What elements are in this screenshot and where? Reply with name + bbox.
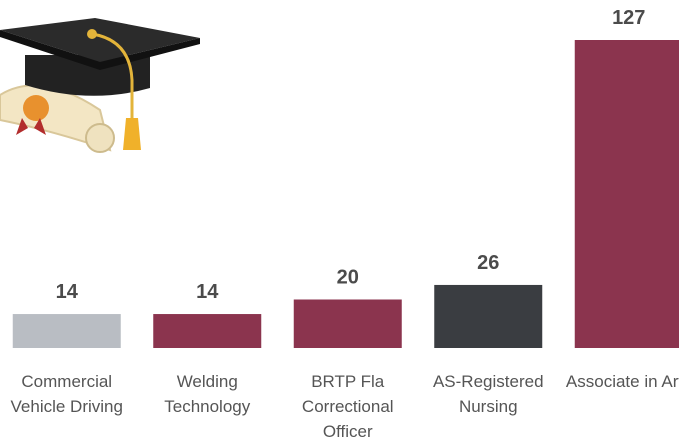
category-label: BRTP Fla Correctional Officer	[280, 369, 416, 440]
bar	[434, 285, 542, 348]
value-label: 14	[56, 281, 79, 303]
value-label: 26	[477, 252, 499, 274]
bar	[153, 314, 261, 348]
bar	[13, 314, 121, 348]
graduation-cap-icon	[0, 18, 200, 152]
category-label: Welding Technology	[139, 369, 275, 419]
chart: 14 14 20 26 127 Commercial Vehicle DrivingWe…	[0, 0, 679, 440]
bar	[294, 299, 402, 348]
value-label: 14	[196, 281, 219, 303]
category-label: Associate in Arts	[561, 369, 679, 394]
category-label: Commercial Vehicle Driving	[0, 369, 135, 419]
value-label: 20	[337, 266, 359, 288]
category-label: AS-Registered Nursing	[420, 369, 556, 419]
value-label: 127	[612, 7, 645, 29]
bar	[575, 40, 679, 348]
